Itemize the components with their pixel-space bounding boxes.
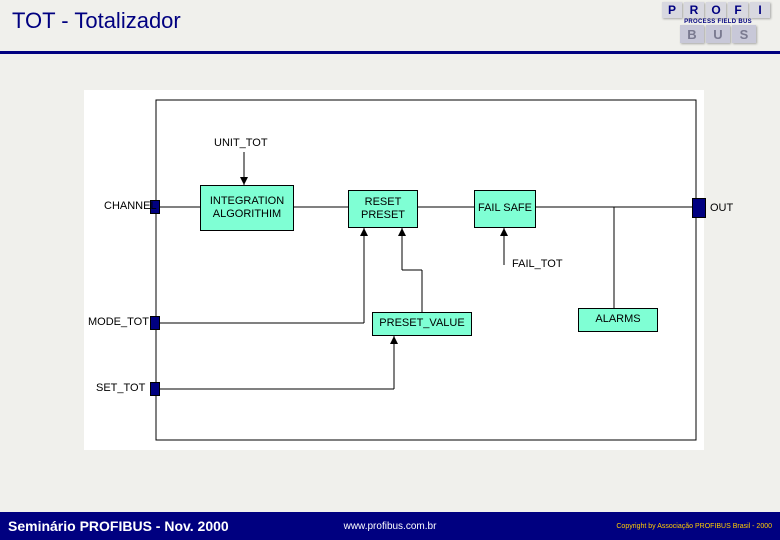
logo-letter: I [750, 2, 770, 18]
diagram-canvas: INTEGRATION ALGORITHIM RESET PRESET FAIL S… [84, 90, 704, 450]
header: TOT - Totalizador PROFI PROCESS FIELD BU… [0, 0, 780, 54]
profibus-logo: PROFI PROCESS FIELD BUS BUS [662, 2, 774, 44]
logo-letter: F [728, 2, 748, 18]
label-unit_tot: UNIT_TOT [214, 137, 268, 149]
logo-letter: O [706, 2, 726, 18]
label-fail_tot: FAIL_TOT [512, 258, 563, 270]
label-set_tot: SET_TOT [96, 382, 145, 394]
footer-url: www.profibus.com.br [344, 521, 437, 532]
logo-letter: U [706, 25, 730, 43]
block-preset: PRESET_VALUE [372, 312, 472, 336]
logo-letter: B [680, 25, 704, 43]
logo-letter: R [684, 2, 704, 18]
footer-left: Seminário PROFIBUS - Nov. 2000 [8, 518, 229, 534]
block-integration: INTEGRATION ALGORITHIM [200, 185, 294, 231]
page-title: TOT - Totalizador [12, 8, 181, 34]
label-out: OUT [710, 202, 733, 214]
diagram-lines [84, 90, 704, 450]
block-alarms: ALARMS [578, 308, 658, 332]
label-channel: CHANNEL [104, 200, 157, 212]
block-fail: FAIL SAFE [474, 190, 536, 228]
port-2 [150, 382, 160, 396]
footer: Seminário PROFIBUS - Nov. 2000 www.profi… [0, 512, 780, 540]
label-mode_tot: MODE_TOT [88, 316, 149, 328]
port-1 [150, 316, 160, 330]
logo-letter: P [662, 2, 682, 18]
block-reset: RESET PRESET [348, 190, 418, 228]
port-3 [692, 198, 706, 218]
logo-letter: S [732, 25, 756, 43]
footer-copyright: Copyright by Associação PROFIBUS Brasil … [616, 523, 772, 530]
